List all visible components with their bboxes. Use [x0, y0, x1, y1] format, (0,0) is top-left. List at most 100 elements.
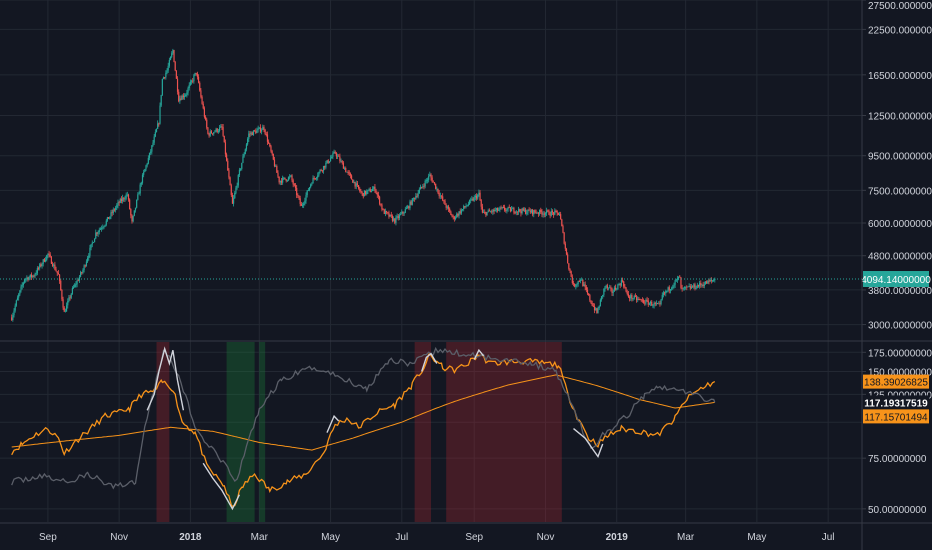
candle: [118, 202, 120, 204]
candle: [18, 294, 20, 298]
candle: [12, 315, 14, 321]
candle: [379, 196, 381, 204]
candle: [689, 286, 691, 289]
candle: [627, 294, 629, 297]
candle: [361, 192, 363, 194]
candle: [322, 165, 325, 171]
time-axis-label: Jul: [822, 532, 835, 543]
candle: [697, 285, 700, 287]
candle: [423, 186, 425, 188]
candle: [485, 212, 487, 216]
series-value-label: 138.39026825: [864, 378, 928, 389]
candle: [276, 166, 278, 173]
price-axis-label: 6000.00000000: [868, 219, 932, 230]
candle: [237, 175, 239, 186]
candle: [563, 232, 565, 244]
candle: [311, 183, 313, 185]
candle: [190, 80, 193, 82]
candle: [223, 135, 225, 143]
candle: [401, 211, 403, 214]
candle: [21, 285, 23, 287]
candle: [82, 270, 84, 273]
candle: [94, 238, 96, 243]
candle: [486, 212, 488, 216]
candle: [195, 72, 197, 74]
candle: [687, 286, 689, 288]
price-axis-label: 22500.00000000: [868, 25, 932, 36]
candle: [488, 210, 491, 212]
candle: [110, 212, 112, 217]
candle: [382, 209, 384, 211]
candle: [158, 123, 160, 125]
candle: [633, 295, 635, 299]
candle: [130, 209, 132, 216]
candle: [90, 244, 92, 248]
candle: [699, 282, 701, 287]
candle: [340, 161, 342, 162]
candle: [544, 213, 547, 215]
candle: [522, 208, 524, 211]
candle: [254, 130, 256, 132]
candle: [72, 287, 75, 288]
candle: [265, 133, 267, 135]
candle: [187, 88, 189, 93]
candle: [134, 207, 137, 211]
candle: [304, 200, 306, 204]
price-axis-label: 3000.00000000: [868, 321, 932, 332]
candle: [572, 283, 575, 284]
candle: [366, 191, 368, 195]
candle: [444, 200, 446, 205]
candle: [581, 279, 583, 281]
candle: [714, 279, 716, 281]
candle: [289, 176, 291, 178]
candle: [457, 213, 459, 216]
candle: [501, 207, 503, 208]
candle: [359, 188, 361, 192]
candle: [169, 56, 172, 61]
candle: [421, 186, 423, 188]
candle: [259, 127, 262, 132]
candle: [395, 217, 397, 223]
candle: [570, 271, 572, 277]
candle: [222, 127, 224, 136]
time-axis-label: Mar: [251, 532, 269, 543]
signal-band: [259, 342, 266, 522]
candle: [284, 177, 286, 180]
candle: [477, 194, 479, 199]
candle: [634, 295, 637, 297]
candle: [711, 280, 714, 282]
candle: [558, 214, 561, 215]
candle: [126, 194, 128, 196]
candle: [116, 205, 118, 208]
candle: [368, 189, 370, 190]
candle: [249, 133, 251, 135]
candle: [369, 189, 371, 193]
candle: [661, 295, 663, 300]
candle: [460, 209, 462, 214]
candle: [103, 226, 105, 228]
candle: [473, 197, 475, 201]
time-axis-label: Jul: [395, 532, 408, 543]
candle: [43, 259, 45, 262]
candle: [605, 285, 607, 287]
candle: [435, 183, 437, 189]
candle: [47, 253, 49, 256]
candle: [693, 284, 695, 288]
candle: [641, 299, 644, 301]
candle: [500, 207, 502, 209]
signal-band: [414, 342, 431, 522]
candle: [604, 286, 606, 289]
candle: [590, 300, 592, 304]
candle: [466, 205, 468, 207]
candle: [56, 271, 58, 273]
candle: [218, 127, 221, 131]
candle: [248, 133, 250, 139]
candle: [561, 219, 563, 226]
candle: [300, 203, 302, 206]
candle: [481, 206, 483, 213]
candle: [213, 132, 215, 134]
candle: [26, 277, 28, 279]
candle: [152, 142, 154, 146]
candle: [252, 130, 255, 136]
